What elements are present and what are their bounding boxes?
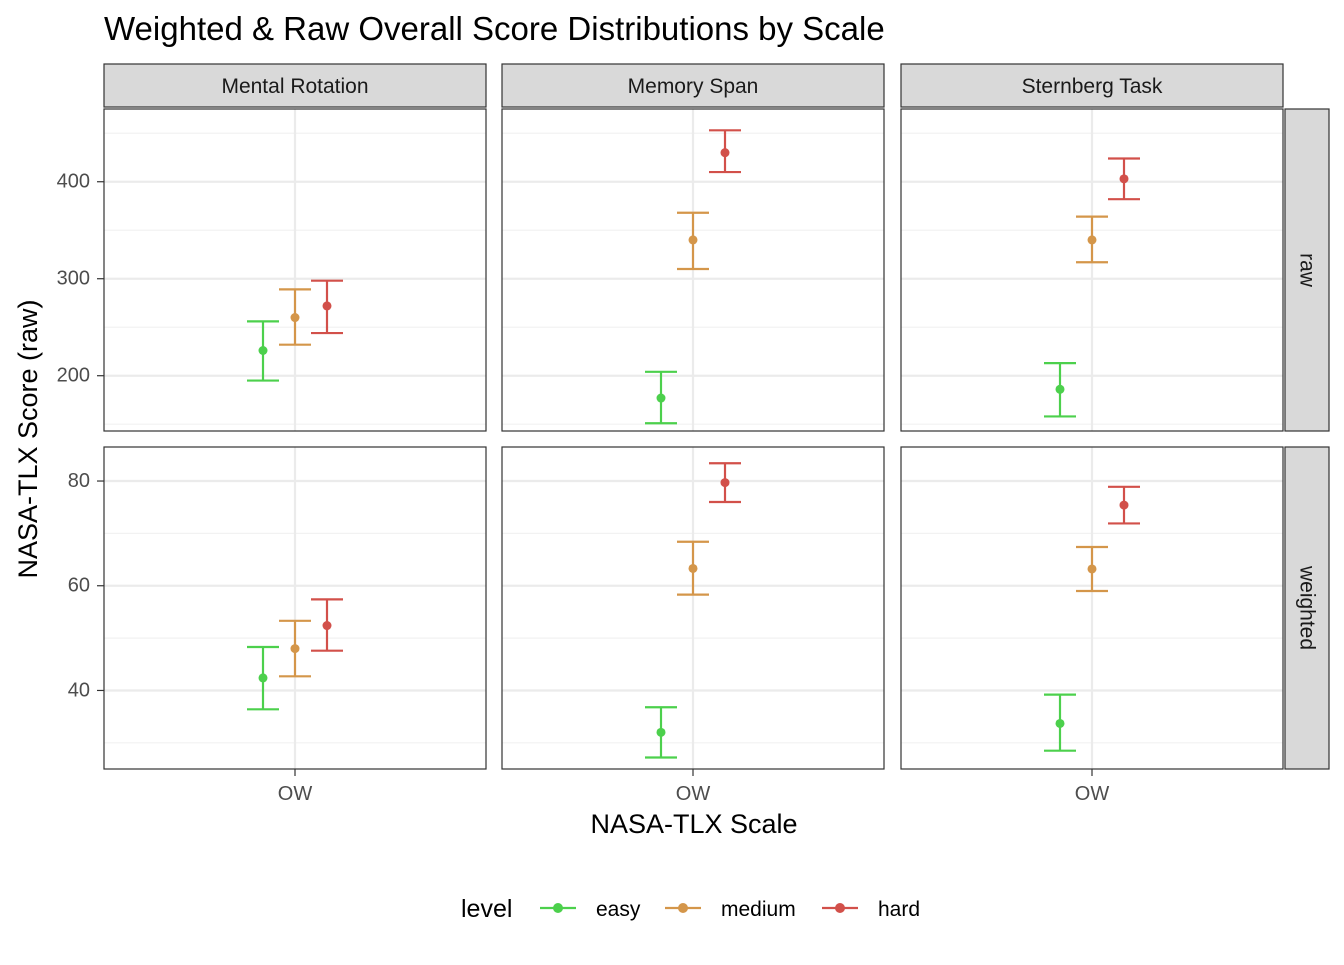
legend-key-point-medium (678, 903, 688, 913)
facet-panel (103, 446, 487, 770)
y-tick-label: 200 (57, 365, 90, 387)
legend-label-easy: easy (596, 898, 641, 921)
point-hard (322, 621, 332, 631)
x-tick-label: OW (1075, 783, 1110, 805)
facet-panel (103, 108, 487, 432)
point-easy (656, 393, 666, 403)
legend-label-medium: medium (721, 898, 796, 921)
panel-border (501, 108, 885, 432)
point-medium (1087, 235, 1097, 245)
facet-row-label: weighted (1296, 565, 1319, 650)
y-tick-label: 60 (68, 575, 90, 597)
point-easy (258, 346, 268, 355)
facet-panel (900, 108, 1284, 432)
facet-column-label: Mental Rotation (221, 75, 368, 98)
point-hard (720, 148, 730, 158)
facet-column-label: Sternberg Task (1022, 75, 1163, 98)
point-easy (1055, 384, 1065, 394)
facet-strip-row (1284, 446, 1330, 770)
x-axis-title: NASA-TLX Scale (590, 809, 797, 839)
legend-key-point-hard (835, 903, 845, 913)
point-hard (720, 478, 730, 488)
y-tick-label: 300 (57, 268, 90, 290)
point-easy (1055, 718, 1065, 728)
facet-row-label: raw (1296, 253, 1319, 288)
chart-title: Weighted & Raw Overall Score Distributio… (104, 10, 885, 47)
point-medium (290, 313, 300, 323)
facet-strip-column (103, 63, 487, 108)
y-axis-title: NASA-TLX Score (raw) (13, 299, 43, 578)
point-medium (290, 644, 300, 654)
point-easy (258, 673, 268, 683)
facet-strip-column (501, 63, 885, 108)
point-medium (688, 563, 698, 573)
facet-panel (501, 446, 885, 770)
panel-border (103, 108, 487, 432)
facet-strip-column (900, 63, 1284, 108)
y-tick-label: 40 (68, 679, 90, 701)
point-hard (1119, 174, 1129, 184)
facet-grid: Mental Rotation Memory Span Sternberg Task… (57, 63, 1330, 805)
y-tick-label: 80 (68, 470, 90, 492)
point-hard (322, 301, 332, 311)
point-medium (688, 235, 698, 245)
point-medium (1087, 564, 1097, 574)
legend-label-hard: hard (878, 898, 920, 921)
legend: level easy medium hard (461, 895, 920, 923)
facet-strip-row (1284, 108, 1330, 432)
legend-title: level (461, 895, 512, 923)
panel-border (900, 108, 1284, 432)
point-easy (656, 727, 666, 737)
x-tick-label: OW (676, 783, 711, 805)
facet-panel (900, 446, 1284, 770)
y-tick-label: 400 (57, 171, 90, 193)
point-hard (1119, 500, 1129, 510)
x-tick-label: OW (278, 783, 313, 805)
facet-column-label: Memory Span (628, 75, 759, 98)
facet-panel (501, 108, 885, 432)
legend-key-point-easy (553, 903, 563, 913)
